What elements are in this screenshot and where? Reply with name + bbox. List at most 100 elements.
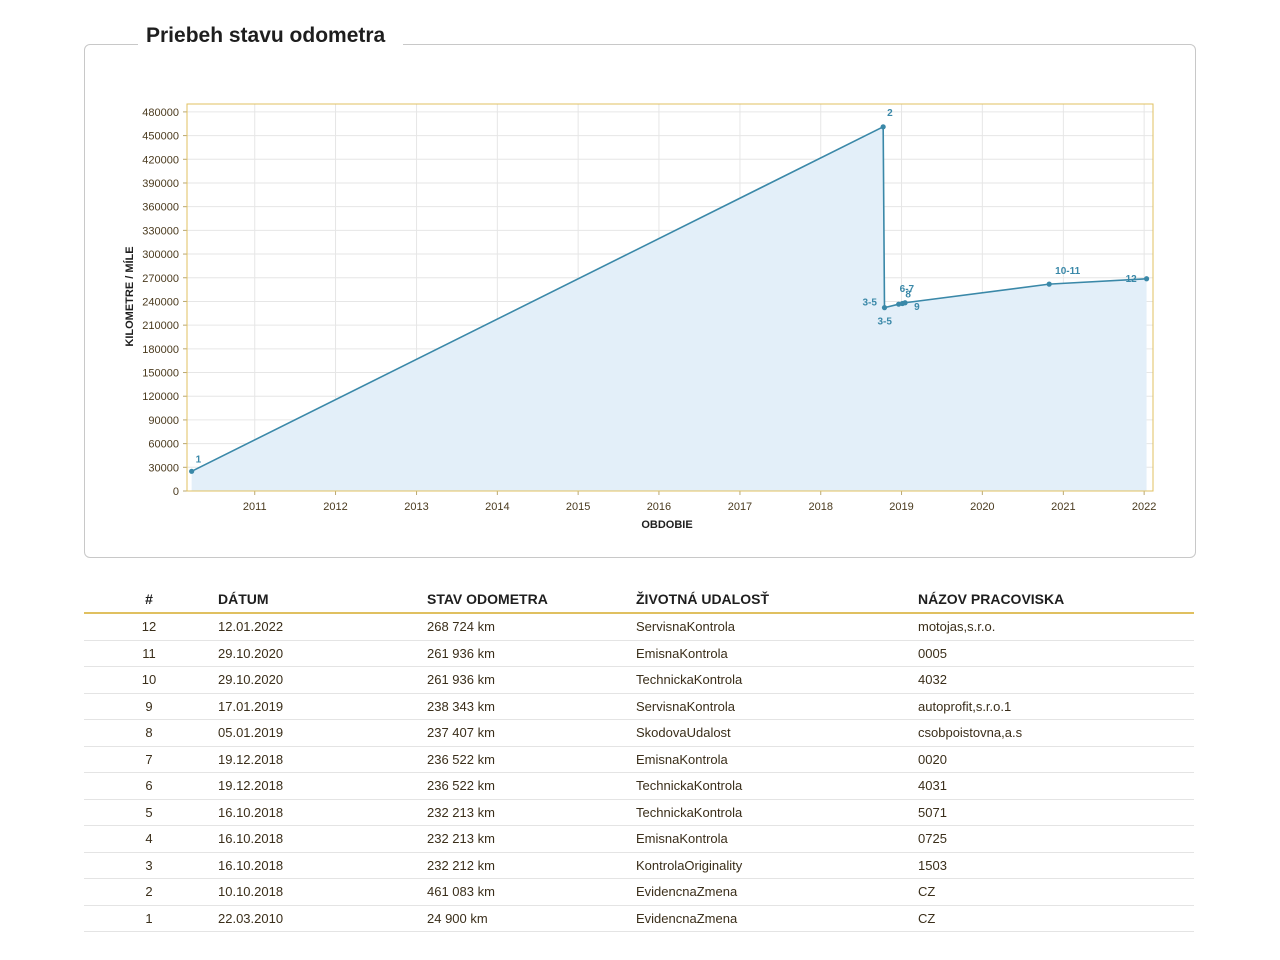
cell-workplace: 4031 — [918, 772, 1194, 800]
cell-odometer: 232 213 km — [427, 825, 636, 853]
y-tick-label: 90000 — [148, 415, 179, 427]
table-row: 8 05.01.2019 237 407 km SkodovaUdalost csobp… — [84, 719, 1194, 747]
data-point-label: 3-5 — [877, 317, 892, 328]
cell-event: TechnickaKontrola — [636, 799, 918, 826]
cell-odometer: 232 212 km — [427, 852, 636, 879]
cell-date: 22.03.2010 — [214, 905, 427, 932]
cell-number: 1 — [84, 905, 214, 932]
cell-event: EmisnaKontrola — [636, 746, 918, 773]
panel-title: Priebeh stavu odometra — [138, 22, 404, 50]
data-point-label: 12 — [1126, 274, 1138, 285]
cell-number: 11 — [84, 640, 214, 667]
series-area — [191, 126, 1147, 491]
x-tick-label: 2018 — [809, 501, 833, 513]
y-tick-label: 150000 — [142, 368, 179, 380]
y-tick-label: 210000 — [142, 320, 179, 332]
data-point-label: 9 — [914, 302, 920, 313]
data-point-label: 3-5 — [862, 298, 877, 309]
y-tick-label: 420000 — [142, 154, 179, 166]
cell-workplace: 0020 — [918, 746, 1194, 773]
data-point — [189, 468, 195, 474]
cell-workplace: csobpoistovna,a.s — [918, 719, 1194, 747]
y-tick-label: 240000 — [142, 296, 179, 308]
table-row: 1 22.03.2010 24 900 km EvidencnaZmena CZ — [84, 905, 1194, 932]
table-row: 3 16.10.2018 232 212 km KontrolaOriginality… — [84, 852, 1194, 879]
cell-workplace: 1503 — [918, 852, 1194, 879]
cell-number: 8 — [84, 719, 214, 747]
cell-workplace: CZ — [918, 905, 1194, 932]
col-header-odometer: STAV ODOMETRA — [427, 586, 636, 614]
cell-date: 12.01.2022 — [214, 613, 427, 641]
col-header-number: # — [84, 586, 214, 614]
cell-number: 5 — [84, 799, 214, 826]
cell-workplace: 5071 — [918, 799, 1194, 826]
table-row: 4 16.10.2018 232 213 km EmisnaKontrola 0725 — [84, 825, 1194, 853]
x-tick-label: 2019 — [889, 501, 913, 513]
cell-odometer: 232 213 km — [427, 799, 636, 826]
x-tick-label: 2022 — [1132, 501, 1156, 513]
data-point — [902, 300, 908, 306]
cell-number: 9 — [84, 693, 214, 720]
table-row: 7 19.12.2018 236 522 km EmisnaKontrola 0020 — [84, 746, 1194, 773]
cell-date: 29.10.2020 — [214, 640, 427, 667]
table-row: 9 17.01.2019 238 343 km ServisnaKontrola aut… — [84, 693, 1194, 720]
cell-event: ServisnaKontrola — [636, 613, 918, 641]
x-tick-label: 2020 — [970, 501, 994, 513]
cell-odometer: 236 522 km — [427, 772, 636, 800]
cell-date: 16.10.2018 — [214, 799, 427, 826]
cell-number: 6 — [84, 772, 214, 800]
table-row: 6 19.12.2018 236 522 km TechnickaKontrola 40… — [84, 772, 1194, 800]
cell-workplace: 0005 — [918, 640, 1194, 667]
y-tick-label: 480000 — [142, 107, 179, 119]
plot-frame — [186, 103, 1154, 492]
cell-event: EvidencnaZmena — [636, 878, 918, 906]
cell-event: KontrolaOriginality — [636, 852, 918, 879]
cell-number: 4 — [84, 825, 214, 853]
cell-date: 19.12.2018 — [214, 772, 427, 800]
data-point — [1046, 281, 1052, 287]
table-header-row: # DÁTUM STAV ODOMETRA ŽIVOTNÁ UDALOSŤ NÁ… — [84, 586, 1194, 614]
odometer-panel — [84, 44, 1196, 558]
y-tick-label: 270000 — [142, 273, 179, 285]
cell-workplace: autoprofit,s.r.o.1 — [918, 693, 1194, 720]
table-row: 5 16.10.2018 232 213 km TechnickaKontrola 50… — [84, 799, 1194, 826]
y-tick-label: 0 — [173, 486, 179, 498]
cell-date: 05.01.2019 — [214, 719, 427, 747]
data-point-label: 1 — [196, 454, 202, 465]
cell-workplace: 0725 — [918, 825, 1194, 853]
y-tick-label: 300000 — [142, 249, 179, 261]
odometer-table: # DÁTUM STAV ODOMETRA ŽIVOTNÁ UDALOSŤ NÁ… — [84, 586, 1194, 932]
cell-odometer: 268 724 km — [427, 613, 636, 641]
y-tick-label: 450000 — [142, 131, 179, 143]
y-tick-label: 360000 — [142, 202, 179, 214]
cell-number: 7 — [84, 746, 214, 773]
y-tick-label: 60000 — [148, 439, 179, 451]
data-point-label: 8 — [905, 289, 911, 300]
col-header-workplace: NÁZOV PRACOVISKA — [918, 586, 1194, 614]
cell-number: 10 — [84, 666, 214, 694]
col-header-event: ŽIVOTNÁ UDALOSŤ — [636, 586, 918, 614]
cell-event: EvidencnaZmena — [636, 905, 918, 932]
x-tick-label: 2014 — [485, 501, 509, 513]
data-point — [881, 304, 888, 311]
cell-date: 10.10.2018 — [214, 878, 427, 906]
cell-event: TechnickaKontrola — [636, 772, 918, 800]
cell-number: 12 — [84, 613, 214, 641]
cell-date: 17.01.2019 — [214, 693, 427, 720]
cell-event: SkodovaUdalost — [636, 719, 918, 747]
cell-event: TechnickaKontrola — [636, 666, 918, 694]
data-point-label: 6-7 — [900, 284, 915, 295]
cell-odometer: 237 407 km — [427, 719, 636, 747]
x-tick-label: 2013 — [404, 501, 428, 513]
y-axis-title: KILOMETRE / MÍLE — [123, 246, 136, 346]
y-tick-label: 30000 — [148, 462, 179, 474]
x-tick-label: 2012 — [323, 501, 347, 513]
cell-date: 16.10.2018 — [214, 825, 427, 853]
cell-odometer: 238 343 km — [427, 693, 636, 720]
cell-date: 16.10.2018 — [214, 852, 427, 879]
cell-event: EmisnaKontrola — [636, 825, 918, 853]
table-row: 11 29.10.2020 261 936 km EmisnaKontrola 0005 — [84, 640, 1194, 667]
data-point-label: 10-11 — [1055, 266, 1080, 277]
data-point-label: 2 — [887, 108, 893, 119]
col-header-date: DÁTUM — [214, 586, 427, 614]
